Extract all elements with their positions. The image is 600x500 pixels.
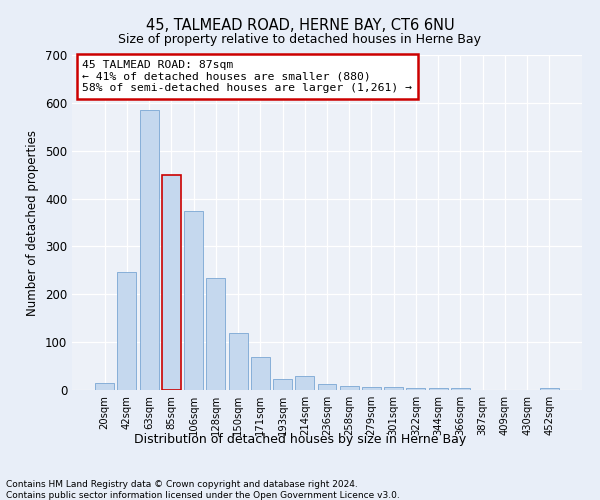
Bar xyxy=(384,386,403,390)
Bar xyxy=(140,110,158,390)
Bar xyxy=(340,386,359,390)
Bar xyxy=(184,210,203,390)
Text: 45, TALMEAD ROAD, HERNE BAY, CT6 6NU: 45, TALMEAD ROAD, HERNE BAY, CT6 6NU xyxy=(146,18,454,32)
Bar xyxy=(229,332,248,390)
Bar xyxy=(362,386,381,390)
Bar xyxy=(540,388,559,390)
Bar xyxy=(251,358,270,390)
Bar xyxy=(295,376,314,390)
Text: Distribution of detached houses by size in Herne Bay: Distribution of detached houses by size … xyxy=(134,432,466,446)
Bar xyxy=(317,384,337,390)
Text: Contains HM Land Registry data © Crown copyright and database right 2024.: Contains HM Land Registry data © Crown c… xyxy=(6,480,358,489)
Bar xyxy=(206,278,225,390)
Text: Contains public sector information licensed under the Open Government Licence v3: Contains public sector information licen… xyxy=(6,491,400,500)
Bar xyxy=(429,388,448,390)
Bar xyxy=(406,388,425,390)
Y-axis label: Number of detached properties: Number of detached properties xyxy=(26,130,40,316)
Text: Size of property relative to detached houses in Herne Bay: Size of property relative to detached ho… xyxy=(119,32,482,46)
Bar xyxy=(162,174,181,390)
Text: 45 TALMEAD ROAD: 87sqm
← 41% of detached houses are smaller (880)
58% of semi-de: 45 TALMEAD ROAD: 87sqm ← 41% of detached… xyxy=(82,60,412,93)
Bar xyxy=(118,272,136,390)
Bar xyxy=(273,380,292,390)
Bar xyxy=(95,383,114,390)
Bar xyxy=(451,388,470,390)
